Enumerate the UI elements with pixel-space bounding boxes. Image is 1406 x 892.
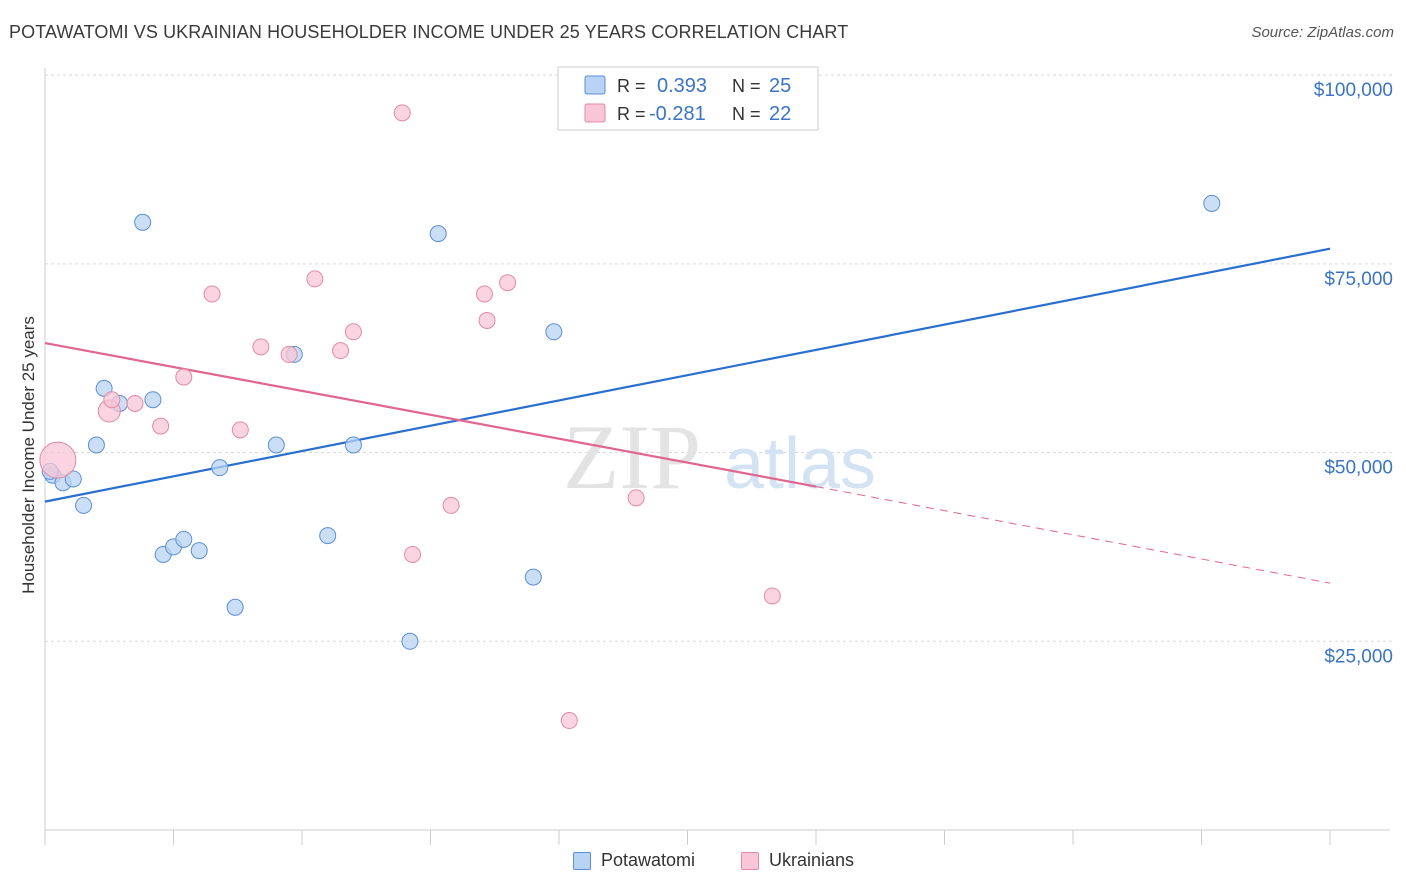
stats-legend-n-value-2: 22 [769,103,791,125]
point-potawatomi [524,568,542,586]
point-ukrainians [103,391,121,409]
point-ukrainians [203,285,221,303]
chart-title: POTAWATOMI VS UKRAINIAN HOUSEHOLDER INCO… [9,22,849,42]
point-ukrainians [627,489,645,507]
stats-legend: R = 0.393 N = 25 R = -0.281 N = 22 [557,66,819,131]
point-ukrainians [499,274,517,292]
stats-legend-r-value-2: -0.281 [649,103,706,125]
point-ukrainians [475,285,493,303]
points-layer [39,104,1221,730]
point-potawatomi [226,598,244,616]
legend-swatch-potawatomi [573,851,591,870]
series-legend: Potawatomi Ukrainians [0,850,1406,878]
stats-legend-n-label-2: N = [732,104,761,124]
watermark-atlas: atlas [724,424,876,504]
legend-label-ukrainians: Ukrainians [769,850,855,870]
grid-layer [45,74,1395,642]
point-potawatomi [344,436,362,454]
y-tick-label: $25,000 [1324,646,1393,667]
point-ukrainians [442,496,460,514]
point-potawatomi [429,225,447,243]
point-potawatomi [175,530,193,548]
point-ukrainians [393,104,411,122]
stats-legend-swatch-ukrainians [584,103,606,123]
trend-line-ukrainians [44,342,817,488]
point-ukrainians [763,587,781,605]
stats-legend-n-value-1: 25 [769,75,791,97]
trend-line-ukrainians-extension [815,486,1331,584]
point-potawatomi [87,436,105,454]
stats-legend-r-label-1: R = [617,76,646,96]
point-potawatomi [211,459,229,477]
y-tick-label: $75,000 [1324,269,1393,290]
scatter-plot: ZIP atlas $25,000 $50,000 $75,000 $100,000 0… [19,66,1395,845]
stats-legend-r-label-2: R = [617,104,646,124]
point-ukrainians [175,368,193,386]
y-tick-label: $100,000 [1314,80,1393,101]
point-ukrainians [404,545,422,563]
trend-layer [44,247,1331,584]
point-potawatomi [144,391,162,409]
point-potawatomi [190,542,208,560]
point-potawatomi [64,470,82,488]
point-ukrainians [560,712,578,730]
point-ukrainians [306,270,324,288]
point-potawatomi [267,436,285,454]
stats-legend-swatch-potawatomi [584,75,606,95]
point-ukrainians [231,421,249,439]
legend-item-potawatomi: Potawatomi [573,850,695,871]
trend-line-potawatomi [44,247,1331,503]
point-potawatomi [75,496,93,514]
point-ukrainians [344,323,362,341]
y-tick-label: $50,000 [1324,458,1393,479]
stats-legend-n-label-1: N = [732,76,761,96]
point-ukrainians [252,338,270,356]
y-axis-title: Householder Income Under 25 years [19,316,38,594]
source-label: Source: ZipAtlas.com [1251,24,1394,41]
point-ukrainians [332,342,350,360]
legend-swatch-ukrainians [741,851,759,870]
point-potawatomi [319,527,337,545]
point-ukrainians [126,394,144,412]
axis-layer: $25,000$50,000$75,000$100,0000.0%25.0% [44,68,1393,845]
legend-label-potawatomi: Potawatomi [601,850,696,870]
point-potawatomi [545,323,563,341]
point-ukrainians [280,345,298,363]
legend-item-ukrainians: Ukrainians [741,850,854,871]
point-potawatomi [134,213,152,231]
point-ukrainians [152,417,170,435]
point-potawatomi [401,632,419,650]
watermark: ZIP atlas [563,406,876,508]
point-ukrainians [39,441,77,479]
stats-legend-r-value-1: 0.393 [657,75,707,97]
point-potawatomi [1203,194,1221,212]
point-ukrainians [478,311,496,329]
